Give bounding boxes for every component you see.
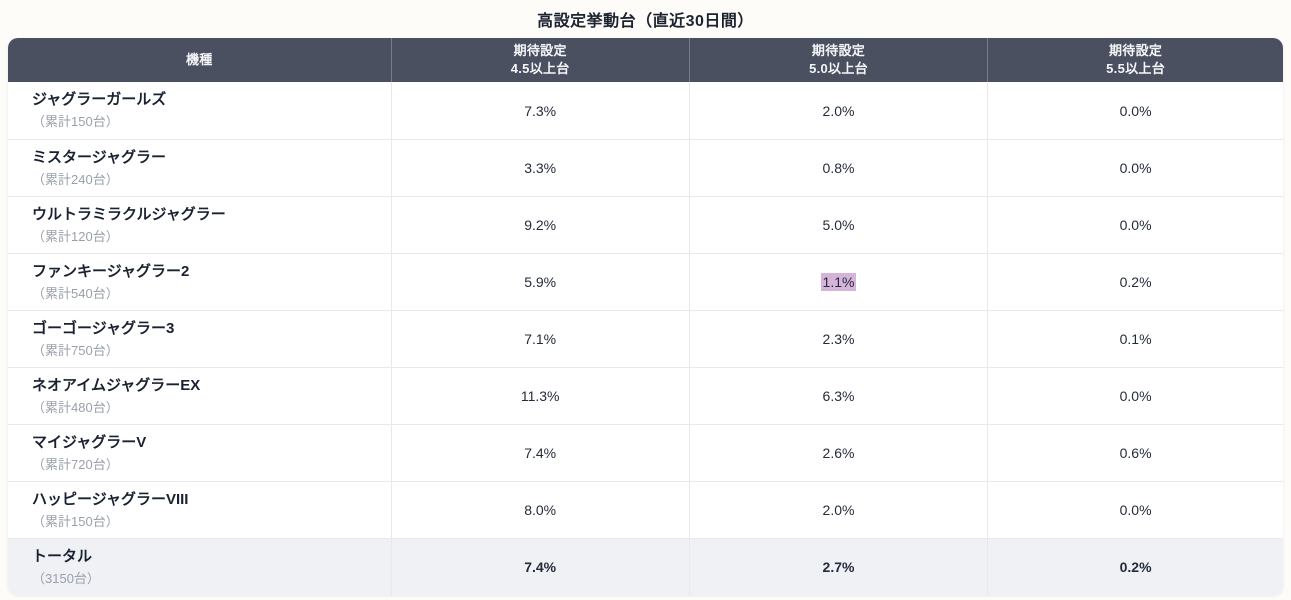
machine-cell: ゴーゴージャグラー3 （累計750台） (8, 310, 391, 367)
value-cell-55: 0.0% (987, 481, 1283, 538)
value-cell-50: 2.0% (688, 481, 988, 538)
machine-cell: ウルトラミラクルジャグラー （累計120台） (8, 196, 391, 253)
col-header-machine-label: 機種 (185, 52, 213, 68)
col-header-expect-4-5: 期待設定 4.5以上台 (390, 38, 689, 82)
machine-cell: ハッピージャグラーVIII （累計150台） (8, 481, 391, 538)
machine-cell: マイジャグラーV （累計720台） (8, 424, 391, 481)
value-cell-50: 2.3% (688, 310, 988, 367)
total-label-cell: トータル （3150台） (8, 538, 391, 595)
machine-count: （累計150台） (32, 513, 119, 529)
value-cell-45: 7.4% (390, 424, 689, 481)
machine-name: ミスタージャグラー (32, 148, 166, 166)
value-cell-50: 5.0% (688, 196, 988, 253)
table-row: マイジャグラーV （累計720台） 7.4% 2.6% 0.6% (8, 424, 1283, 481)
table-row: ゴーゴージャグラー3 （累計750台） 7.1% 2.3% 0.1% (8, 310, 1283, 367)
value-cell-55: 0.0% (987, 82, 1283, 139)
table-header: 機種 期待設定 4.5以上台 期待設定 5.0以上台 期待設定 5.5以上台 (8, 38, 1283, 82)
table-row: ウルトラミラクルジャグラー （累計120台） 9.2% 5.0% 0.0% (8, 196, 1283, 253)
table-row: ジャグラーガールズ （累計150台） 7.3% 2.0% 0.0% (8, 82, 1283, 139)
value-cell-45: 3.3% (390, 139, 689, 196)
machine-name: ゴーゴージャグラー3 (32, 319, 175, 337)
col-header-expect-5-5: 期待設定 5.5以上台 (987, 38, 1283, 82)
value-cell-50: 6.3% (688, 367, 988, 424)
value-cell-55: 0.0% (987, 196, 1283, 253)
value-cell-45: 9.2% (390, 196, 689, 253)
value-cell-55: 0.1% (987, 310, 1283, 367)
machine-cell: ジャグラーガールズ （累計150台） (8, 82, 391, 139)
machine-count: （累計720台） (32, 456, 119, 472)
machine-cell: ミスタージャグラー （累計240台） (8, 139, 391, 196)
value-cell-55: 0.0% (987, 367, 1283, 424)
selected-value: 1.1% (820, 273, 857, 291)
value-cell-45: 7.3% (390, 82, 689, 139)
machine-cell: ネオアイムジャグラーEX （累計480台） (8, 367, 391, 424)
table-body: ジャグラーガールズ （累計150台） 7.3% 2.0% 0.0% ミスタージャ… (8, 82, 1283, 595)
value-cell-45: 5.9% (390, 253, 689, 310)
value-cell-50: 0.8% (688, 139, 988, 196)
total-count: （3150台） (32, 570, 100, 586)
value-cell-55: 0.6% (987, 424, 1283, 481)
value-cell-45: 11.3% (390, 367, 689, 424)
value-cell-50: 2.6% (688, 424, 988, 481)
total-label: トータル (32, 547, 93, 565)
page-title: 高設定挙動台（直近30日間） (537, 13, 754, 30)
machine-count: （累計240台） (32, 171, 119, 187)
machine-name: ジャグラーガールズ (32, 91, 167, 109)
value-cell-55: 0.2% (987, 253, 1283, 310)
machine-name: マイジャグラーV (32, 433, 147, 451)
stats-table: 機種 期待設定 4.5以上台 期待設定 5.0以上台 期待設定 5.5以上台 (8, 38, 1283, 595)
table-row: ハッピージャグラーVIII （累計150台） 8.0% 2.0% 0.0% (8, 481, 1283, 538)
machine-count: （累計540台） (32, 285, 119, 301)
value-cell-50: 2.0% (688, 82, 988, 139)
machine-cell: ファンキージャグラー2 （累計540台） (8, 253, 391, 310)
value-cell-55: 0.0% (987, 139, 1283, 196)
machine-count: （累計750台） (32, 342, 119, 358)
value-cell-45: 7.1% (390, 310, 689, 367)
machine-count: （累計480台） (32, 399, 119, 415)
machine-name: ネオアイムジャグラーEX (32, 376, 201, 394)
col-header-expect-5-0: 期待設定 5.0以上台 (688, 38, 988, 82)
table-row: ネオアイムジャグラーEX （累計480台） 11.3% 6.3% 0.0% (8, 367, 1283, 424)
machine-name: ウルトラミラクルジャグラー (32, 205, 226, 223)
table-row: ミスタージャグラー （累計240台） 3.3% 0.8% 0.0% (8, 139, 1283, 196)
stats-table-container: 機種 期待設定 4.5以上台 期待設定 5.0以上台 期待設定 5.5以上台 (8, 38, 1283, 595)
machine-name: ファンキージャグラー2 (32, 262, 190, 280)
machine-count: （累計120台） (32, 228, 119, 244)
col-header-machine: 機種 (8, 38, 391, 82)
total-value-45: 7.4% (390, 538, 689, 595)
machine-count: （累計150台） (32, 114, 119, 130)
machine-name: ハッピージャグラーVIII (32, 490, 189, 508)
total-value-50: 2.7% (688, 538, 988, 595)
table-row: ファンキージャグラー2 （累計540台） 5.9% 1.1% 0.2% (8, 253, 1283, 310)
total-value-55: 0.2% (987, 538, 1283, 595)
value-cell-50: 1.1% (688, 253, 988, 310)
total-row: トータル （3150台） 7.4% 2.7% 0.2% (8, 538, 1283, 595)
value-cell-45: 8.0% (390, 481, 689, 538)
